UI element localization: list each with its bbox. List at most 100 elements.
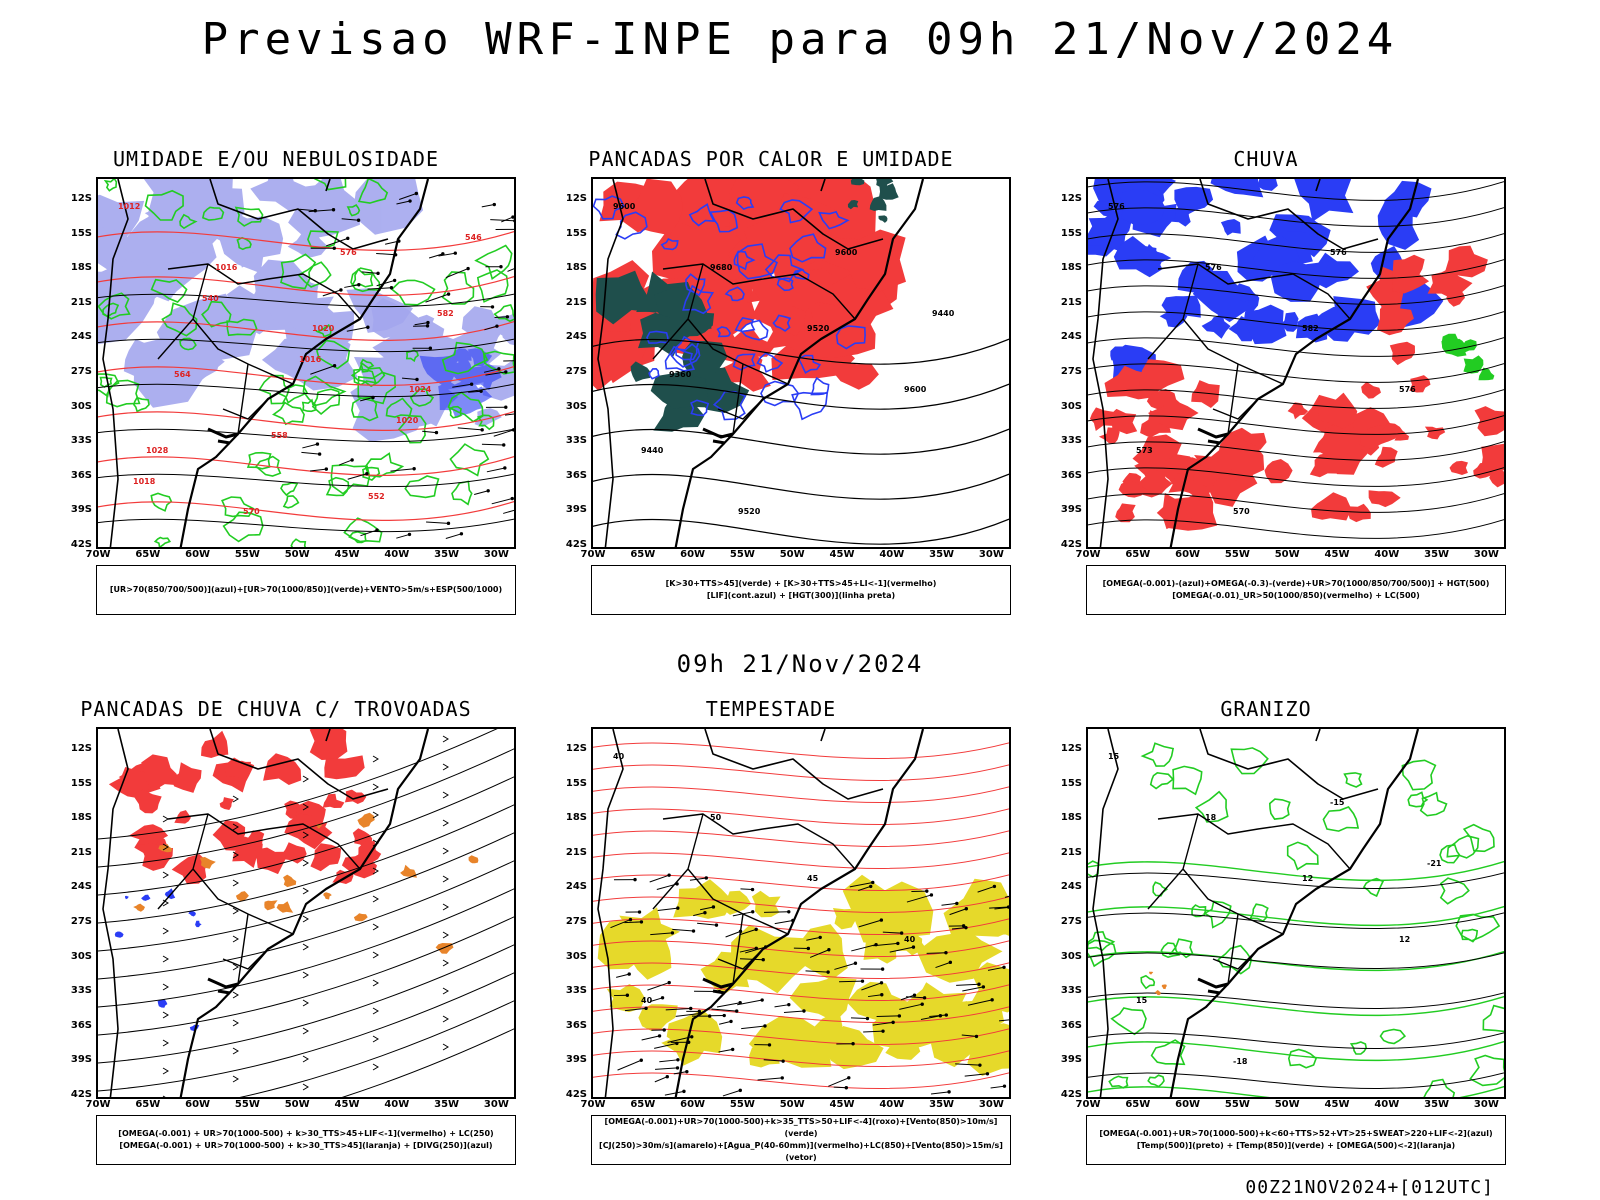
lon-tick-label: 50W	[284, 549, 310, 560]
lat-tick-label: 33S	[70, 985, 92, 997]
lat-tick-label: 24S	[1060, 331, 1082, 343]
panel-title: TEMPESTADE	[705, 697, 837, 721]
contour-label: 9600	[835, 248, 858, 257]
legend-line-1: [K>30+TTS>45](verde) + [K>30+TTS>45+LI<-…	[665, 579, 937, 588]
contour-label: 15	[1108, 752, 1120, 761]
main-title: Previsao WRF-INPE para 09h 21/Nov/2024	[201, 14, 1399, 65]
lon-tick-label: 50W	[779, 1099, 805, 1110]
showers-fill	[133, 812, 479, 954]
lon-tick-label: 65W	[135, 549, 161, 560]
precipitable-water-contours	[593, 742, 1009, 1089]
contour-label: 40	[904, 935, 916, 944]
lon-tick-label: 30W	[1473, 1099, 1499, 1110]
lon-tick-label: 60W	[1175, 549, 1201, 560]
contour-labels: 15 18 12 12 15 -18 -15 -21	[1108, 752, 1442, 1066]
coastline	[102, 179, 430, 547]
lon-tick-label: 30W	[978, 1099, 1004, 1110]
lat-tick-label: 27S	[565, 366, 587, 377]
lon-tick-label: 55W	[729, 1099, 755, 1110]
lon-tick-label: 60W	[1175, 1099, 1201, 1110]
contour-label: 9680	[710, 263, 733, 272]
lon-tick-label: 70W	[580, 1099, 606, 1110]
lon-tick-label: 35W	[434, 1099, 460, 1110]
lon-axis: 70W 65W 60W 55W 50W 45W 40W 35W 30W	[1076, 1099, 1506, 1113]
lon-tick-label: 40W	[879, 1099, 905, 1110]
panel-granizo: GRANIZO 12S 15S 18S 21S 24S 27S 30S 33S 36S 39S 42…	[1046, 697, 1506, 1177]
pressure-contours	[98, 293, 514, 533]
legend-line-2: [CJ(250)>30m/s](amarelo)+[Agua_P(40-60mm…	[599, 1141, 1003, 1162]
contour-label: 50	[710, 813, 722, 822]
contour-label: 9520	[807, 324, 830, 333]
lat-tick-label: 36S	[1060, 469, 1082, 481]
lat-tick-label: 15S	[565, 227, 587, 239]
contour-label: 9440	[641, 446, 664, 455]
contour-label: 1012	[118, 202, 140, 211]
contour-label: 1018	[133, 477, 156, 486]
panel-title: GRANIZO	[1220, 697, 1312, 721]
lon-axis: 70W 65W 60W 55W 50W 45W 40W 35W 30W	[581, 1099, 1011, 1113]
panel-title: PANCADAS POR CALOR E UMIDADE	[588, 147, 954, 171]
contour-label: 1020	[312, 324, 335, 333]
contour-label: 1016	[215, 263, 238, 272]
lat-tick-label: 12S	[565, 743, 587, 754]
contour-label: 573	[1136, 446, 1153, 455]
lat-tick-label: 30S	[1060, 950, 1082, 962]
lat-tick-label: 12S	[1060, 743, 1082, 754]
lat-tick-label: 39S	[70, 1054, 92, 1066]
lat-tick-label: 36S	[1060, 1019, 1082, 1031]
contour-label: 558	[271, 431, 288, 440]
contour-label: 576	[1330, 248, 1347, 257]
lat-tick-label: 15S	[565, 777, 587, 789]
contour-label: 18	[1205, 813, 1217, 822]
contour-label: 15	[1136, 996, 1148, 1005]
contour-label: 582	[1302, 324, 1319, 333]
lon-tick-label: 55W	[234, 1099, 260, 1110]
lat-tick-label: 33S	[565, 435, 587, 447]
legend-line-1: [OMEGA(-0.001)+UR>70(1000-500)+k<60+TTS>…	[1099, 1129, 1493, 1138]
lat-tick-label: 27S	[70, 366, 92, 377]
map-granizo: 15 18 12 12 15 -18 -15 -21	[1086, 727, 1506, 1099]
contour-label: 570	[1233, 507, 1250, 516]
contour-label: 1024	[409, 385, 432, 394]
lat-tick-label: 24S	[1060, 881, 1082, 893]
coastline	[1092, 179, 1420, 547]
lon-tick-label: 35W	[1424, 549, 1450, 560]
legend-box: [OMEGA(-0.001)+UR>70(1000-500)+k<60+TTS>…	[1086, 1115, 1506, 1165]
coastline	[597, 729, 925, 1097]
contour-label: 12	[1302, 874, 1313, 883]
lon-tick-label: 70W	[85, 549, 111, 560]
lon-tick-label: 55W	[1224, 549, 1250, 560]
lon-tick-label: 55W	[1224, 1099, 1250, 1110]
lat-tick-label: 36S	[565, 469, 587, 481]
contour-label: 9440	[932, 309, 955, 318]
legend-box: [OMEGA(-0.001)-(azul)+OMEGA(-0.3)-(verde…	[1086, 565, 1506, 615]
divergence-fill	[114, 888, 202, 1031]
legend-line-1: [OMEGA(-0.001)+UR>70(1000-500)+k>35_TTS>…	[604, 1117, 998, 1138]
temp500-contours	[1088, 872, 1504, 1089]
lat-tick-label: 42S	[70, 539, 92, 550]
contour-label: 552	[368, 492, 385, 501]
lat-tick-label: 42S	[70, 1089, 92, 1100]
lat-tick-label: 30S	[565, 400, 587, 412]
lat-tick-label: 36S	[565, 1019, 587, 1031]
lat-axis: 12S 15S 18S 21S 24S 27S 30S 33S 36S 39S 42S	[551, 177, 589, 550]
lat-tick-label: 12S	[70, 743, 92, 754]
lat-tick-label: 39S	[1060, 1054, 1082, 1066]
map-chuva: 576 576 582 576 573 570 576	[1086, 177, 1506, 549]
lon-tick-label: 45W	[1324, 1099, 1350, 1110]
map-canvas: 9600 9680 9520 9600 9440 9520 9600 9440 9360	[593, 179, 1009, 547]
lat-tick-label: 27S	[70, 916, 92, 927]
coastline	[102, 729, 430, 1097]
wind-vectors	[299, 191, 514, 539]
omega-500-fill	[1149, 971, 1167, 996]
lon-tick-label: 40W	[1374, 549, 1400, 560]
contour-label: -15	[1330, 798, 1345, 807]
map-canvas: 576 576 582 576 573 570 576	[1088, 179, 1504, 547]
lon-tick-label: 65W	[135, 1099, 161, 1110]
lat-tick-label: 21S	[565, 296, 587, 308]
lon-tick-label: 30W	[483, 1099, 509, 1110]
lon-tick-label: 35W	[929, 1099, 955, 1110]
lat-tick-label: 21S	[70, 296, 92, 308]
lat-tick-label: 30S	[70, 400, 92, 412]
streamlines-250	[98, 729, 514, 1097]
